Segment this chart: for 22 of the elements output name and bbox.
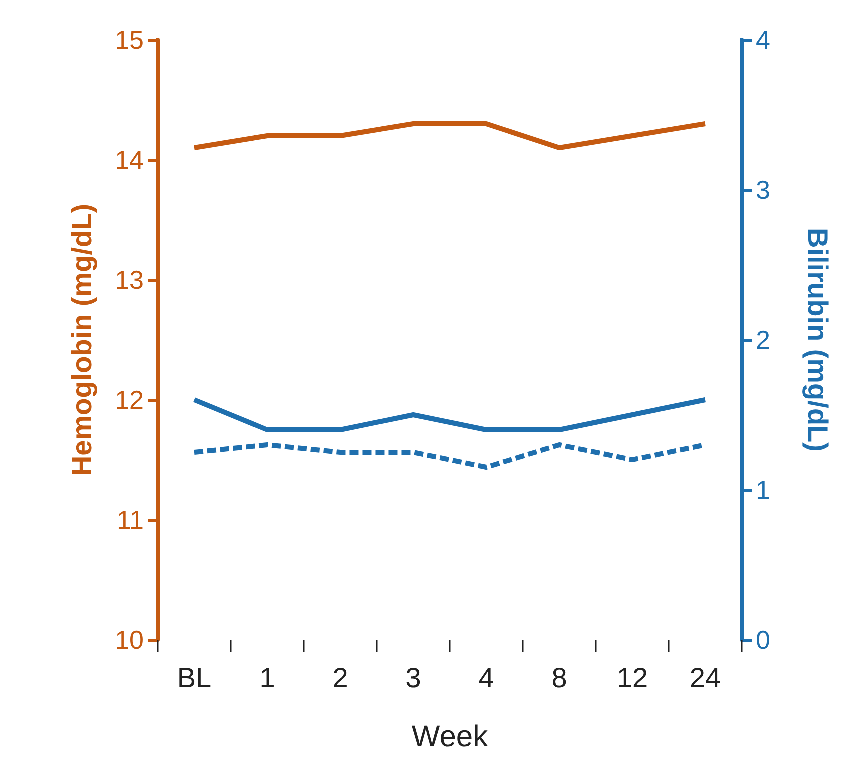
y2-tick-label: 3	[756, 175, 770, 205]
x-tick-label: 1	[260, 662, 276, 694]
y2-tick-label: 4	[756, 25, 770, 55]
x-tick-label: 24	[690, 662, 722, 694]
x-tick-label: 2	[332, 662, 348, 694]
x-axis-title: Week	[412, 720, 490, 754]
x-tick-label: BL	[177, 662, 212, 694]
y2-tick-label: 1	[756, 475, 770, 505]
y-tick-label: 14	[115, 145, 144, 175]
y-tick-label: 13	[115, 265, 144, 295]
y2-axis-title: Bilirubin (mg/dL)	[802, 228, 834, 452]
x-tick-label: 4	[478, 662, 494, 694]
y-tick-label: 15	[115, 25, 144, 55]
y-axis-title: Hemoglobin (mg/dL)	[66, 204, 98, 476]
x-tick-label: 3	[406, 662, 422, 694]
y-tick-label: 12	[115, 385, 144, 415]
x-tick-label: 12	[616, 662, 648, 694]
y-tick-label: 11	[117, 505, 144, 535]
y-tick-label: 10	[115, 625, 144, 655]
x-tick-label: 8	[552, 662, 568, 694]
y2-tick-label: 2	[756, 325, 770, 355]
y2-tick-label: 0	[756, 625, 770, 655]
